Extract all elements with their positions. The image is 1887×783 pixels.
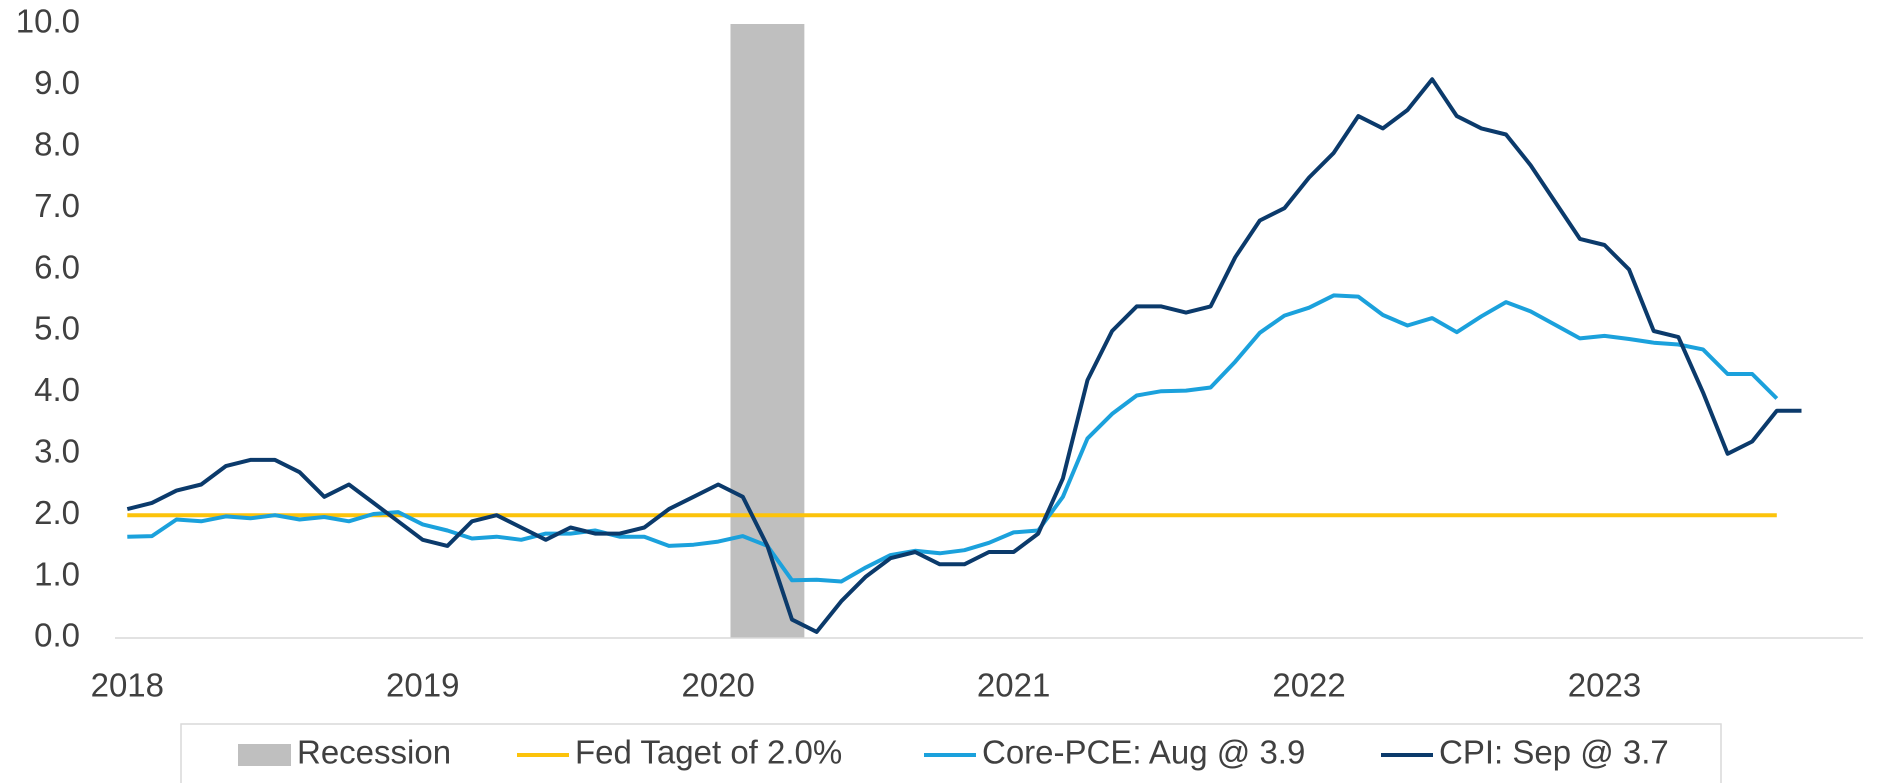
x-tick-label: 2018 [91, 667, 164, 704]
y-tick-label: 2.0 [34, 494, 80, 531]
legend-label: CPI: Sep @ 3.7 [1439, 734, 1669, 771]
x-tick-label: 2021 [977, 667, 1050, 704]
legend-label: Fed Taget of 2.0% [575, 734, 842, 771]
y-tick-label: 9.0 [34, 64, 80, 101]
legend-label: Core-PCE: Aug @ 3.9 [982, 734, 1305, 771]
x-tick-label: 2023 [1568, 667, 1641, 704]
y-tick-label: 1.0 [34, 555, 80, 592]
y-tick-label: 5.0 [34, 310, 80, 347]
legend-label: Recession [297, 734, 451, 771]
x-tick-label: 2019 [386, 667, 459, 704]
y-tick-label: 8.0 [34, 126, 80, 163]
y-tick-label: 4.0 [34, 371, 80, 408]
legend-swatch [238, 744, 291, 766]
y-tick-label: 0.0 [34, 617, 80, 654]
series-line [127, 293, 1779, 584]
y-tick-label: 6.0 [34, 248, 80, 285]
y-tick-label: 7.0 [34, 187, 80, 224]
x-tick-label: 2020 [681, 667, 754, 704]
x-tick-label: 2022 [1272, 667, 1345, 704]
series-line [126, 77, 1802, 634]
y-tick-label: 3.0 [34, 433, 80, 470]
y-tick-label: 10.0 [16, 3, 80, 40]
